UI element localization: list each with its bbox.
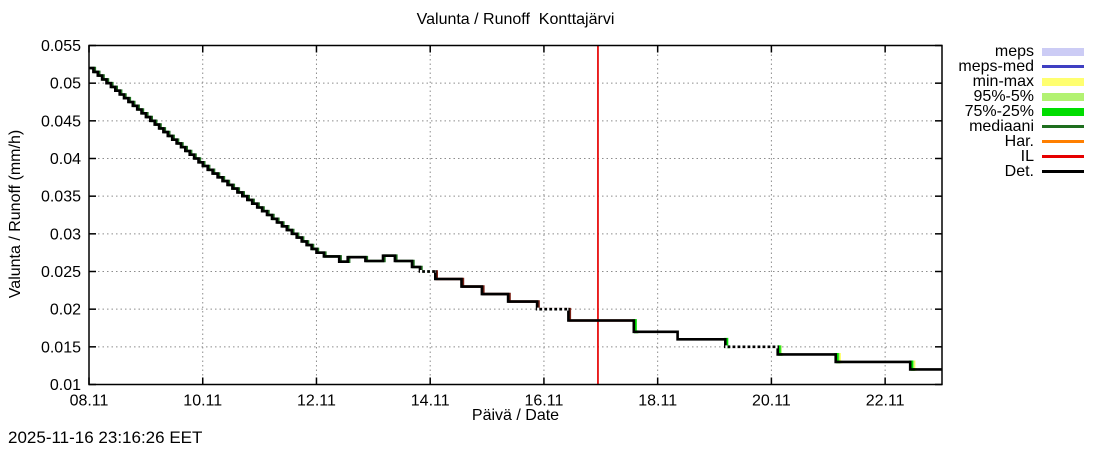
- y-tick-label: 0.035: [41, 189, 81, 206]
- legend-label: meps: [994, 42, 1034, 60]
- data-layer: [89, 45, 942, 385]
- x-tick-label: 12.11: [297, 393, 336, 410]
- x-axis-label: Päivä / Date: [471, 407, 560, 424]
- y-tick-label: 0.055: [41, 38, 81, 55]
- chart-legend: meps meps-med min-max 95%-5% 75%-25% mediaani…: [852, 42, 1084, 180]
- legend-label: 75%-25%: [964, 102, 1034, 120]
- legend-label: min-max: [972, 72, 1034, 90]
- legend-swatch-band: [1042, 77, 1084, 86]
- legend-label: mediaani: [969, 117, 1034, 135]
- y-tick-label: 0.045: [41, 113, 81, 130]
- det-step-line: [89, 66, 942, 371]
- underlay-mediaani: [90, 66, 433, 273]
- legend-swatch-line: [1042, 140, 1084, 143]
- plot-frame: [88, 44, 943, 386]
- legend-label: 95%-5%: [973, 87, 1034, 105]
- legend-swatch-line: [1042, 170, 1084, 173]
- plot-border: [88, 44, 943, 386]
- legend-swatch-band: [1042, 47, 1084, 56]
- y-tick-label: 0.01: [50, 377, 81, 394]
- legend-label: Det.: [1004, 162, 1034, 180]
- x-tick-label: 20.11: [752, 393, 791, 410]
- legend-row-det-: Det.: [852, 162, 1084, 180]
- grid: [89, 45, 942, 385]
- y-axis-label: Valunta / Runoff (mm/h): [7, 129, 24, 299]
- tick-labels: 0.01 0.015 0.02 0.025 0.03 0.035 0.04 0.045 0.05…: [41, 38, 905, 410]
- chart-title: Valunta / Runoff Konttajärvi: [416, 11, 615, 28]
- legend-swatch-line: [1042, 125, 1084, 128]
- legend-label: Har.: [1004, 132, 1034, 150]
- x-tick-label: 08.11: [70, 393, 109, 410]
- y-tick-label: 0.04: [50, 151, 81, 168]
- y-tick-label: 0.03: [50, 226, 81, 243]
- legend-label: meps-med: [958, 57, 1034, 75]
- legend-row-har-: Har.: [852, 132, 1084, 150]
- legend-row-il: IL: [852, 147, 1084, 165]
- legend-row-75-25-: 75%-25%: [852, 102, 1084, 120]
- legend-row-meps: meps: [852, 42, 1084, 60]
- legend-label: IL: [1020, 147, 1034, 165]
- legend-row-95-5-: 95%-5%: [852, 87, 1084, 105]
- x-tick-label: 10.11: [183, 393, 222, 410]
- x-tick-label: 18.11: [638, 393, 677, 410]
- y-tick-label: 0.02: [50, 302, 81, 319]
- legend-swatch-band: [1042, 107, 1084, 116]
- generation-timestamp: 2025-11-16 23:16:26 EET: [8, 428, 203, 447]
- legend-row-min-max: min-max: [852, 72, 1084, 90]
- legend-swatch-band: [1042, 92, 1084, 101]
- x-tick-label: 16.11: [525, 393, 564, 410]
- legend-swatch-line: [1042, 65, 1084, 68]
- y-tick-label: 0.05: [50, 76, 81, 93]
- x-tick-label: 22.11: [866, 393, 905, 410]
- y-tick-label: 0.015: [41, 339, 81, 356]
- x-tick-label: 14.11: [411, 393, 450, 410]
- y-tick-label: 0.025: [41, 264, 81, 281]
- legend-swatch-line: [1042, 155, 1084, 158]
- legend-row-mediaani: mediaani: [852, 117, 1084, 135]
- legend-row-meps-med: meps-med: [852, 57, 1084, 75]
